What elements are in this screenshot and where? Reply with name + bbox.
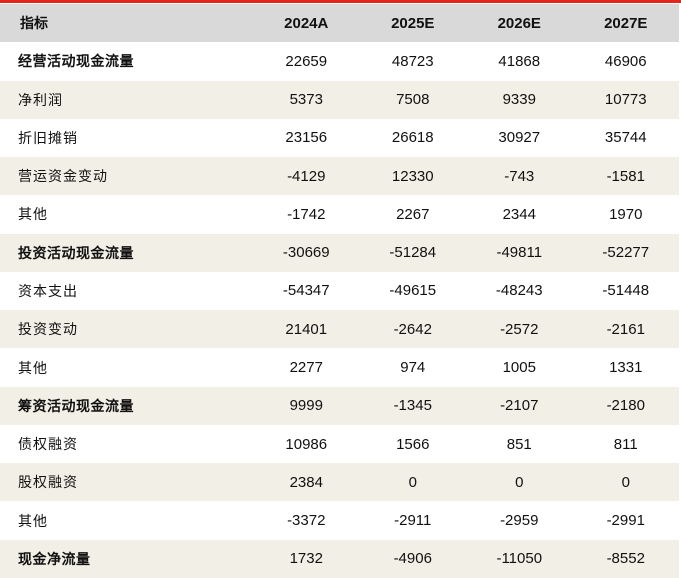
row-label: 经营活动现金流量 [18, 54, 134, 71]
cell-2025e: -51284 [359, 233, 466, 272]
row-label: 折旧摊销 [18, 130, 78, 147]
table-row: 现金净流量 1732 -4906 -11050 -8552 [0, 539, 679, 578]
cell-2024a: 2384 [253, 463, 360, 502]
table-row: 投资变动 21401 -2642 -2572 -2161 [0, 310, 679, 349]
table-row: 资本支出 -54347 -49615 -48243 -51448 [0, 272, 679, 310]
table-row: 其他 -3372 -2911 -2959 -2991 [0, 501, 679, 539]
table-row: 经营活动现金流量 22659 48723 41868 46906 [0, 42, 679, 80]
cell-2024a: 2277 [289, 359, 323, 377]
cell-2027e: -51448 [602, 282, 650, 300]
cell-2024a: 1732 [253, 539, 360, 578]
table-row: 股权融资 2384 0 0 0 [0, 463, 679, 502]
cell-2026e: 41868 [498, 52, 541, 70]
cell-2027e: -2991 [606, 512, 645, 530]
header-2024a: 2024A [253, 4, 360, 43]
table-row: 筹资活动现金流量 9999 -1345 -2107 -2180 [0, 386, 679, 425]
cell-2024a: -1742 [287, 205, 326, 223]
cell-2027e: 1331 [609, 359, 643, 377]
table-header: 指标 2024A 2025E 2026E 2027E [0, 4, 679, 43]
cell-2024a: -3372 [287, 512, 326, 530]
row-label: 投资活动现金流量 [0, 233, 253, 272]
cell-2025e: 12330 [359, 157, 466, 196]
top-accent-line [0, 0, 681, 3]
cell-2025e: -2911 [394, 512, 432, 530]
cell-2026e: -11050 [466, 539, 573, 578]
table-row: 净利润 5373 7508 9339 10773 [0, 80, 679, 119]
cell-2025e: 26618 [391, 129, 434, 147]
row-label: 其他 [18, 360, 48, 377]
row-label: 现金净流量 [0, 539, 253, 578]
cell-2025e: 2267 [396, 205, 430, 223]
cell-2027e: -2180 [572, 386, 679, 425]
cell-2027e: 811 [613, 435, 638, 453]
cell-2027e: -1581 [572, 157, 679, 196]
table-row: 其他 -1742 2267 2344 1970 [0, 195, 679, 233]
cell-2024a: -4129 [253, 157, 360, 196]
cell-2024a: -54347 [282, 282, 330, 300]
table-row: 营运资金变动 -4129 12330 -743 -1581 [0, 157, 679, 196]
cell-2025e: 0 [359, 463, 466, 502]
cell-2026e: 30927 [498, 129, 541, 147]
header-row: 指标 2024A 2025E 2026E 2027E [0, 4, 679, 43]
row-label: 筹资活动现金流量 [0, 386, 253, 425]
row-label: 股权融资 [0, 463, 253, 502]
cell-2024a: 21401 [253, 310, 360, 349]
header-2027e: 2027E [572, 4, 679, 43]
cell-2026e: -2107 [466, 386, 573, 425]
cell-2026e: -2959 [500, 512, 539, 530]
cell-2025e: -49615 [389, 282, 437, 300]
row-label: 资本支出 [18, 283, 78, 300]
cell-2025e: 7508 [359, 80, 466, 119]
header-2025e: 2025E [359, 4, 466, 43]
table-row: 其他 2277 974 1005 1331 [0, 348, 679, 386]
table-body: 经营活动现金流量 22659 48723 41868 46906 净利润 5373 7508… [0, 42, 679, 578]
cell-2025e: -1345 [359, 386, 466, 425]
cell-2024a: -30669 [253, 233, 360, 272]
cell-2027e: 10773 [572, 80, 679, 119]
row-label: 营运资金变动 [0, 157, 253, 196]
cell-2025e: 974 [400, 359, 426, 377]
table-row: 投资活动现金流量 -30669 -51284 -49811 -52277 [0, 233, 679, 272]
cell-2025e: -2642 [359, 310, 466, 349]
cell-2026e: -48243 [495, 282, 543, 300]
cell-2026e: 2344 [502, 205, 536, 223]
header-2026e: 2026E [466, 4, 573, 43]
cash-flow-table: 指标 2024A 2025E 2026E 2027E 经营活动现金流量 22659… [0, 4, 679, 578]
cell-2026e: -49811 [466, 233, 573, 272]
cell-2027e: 35744 [604, 129, 647, 147]
header-indicator: 指标 [0, 4, 253, 43]
row-label: 其他 [18, 513, 48, 530]
table-row: 债权融资 10986 1566 851 811 [0, 425, 679, 463]
cell-2025e: -4906 [359, 539, 466, 578]
cell-2026e: 0 [466, 463, 573, 502]
cell-2025e: 48723 [391, 52, 434, 70]
cell-2024a: 22659 [285, 52, 328, 70]
row-label: 投资变动 [0, 310, 253, 349]
cell-2027e: -2161 [572, 310, 679, 349]
cell-2027e: 1970 [609, 205, 643, 223]
table-row: 折旧摊销 23156 26618 30927 35744 [0, 119, 679, 157]
cell-2027e: 0 [572, 463, 679, 502]
cell-2027e: -8552 [572, 539, 679, 578]
row-label: 其他 [18, 207, 48, 224]
cell-2024a: 5373 [253, 80, 360, 119]
cell-2027e: 46906 [604, 52, 647, 70]
cell-2026e: -743 [466, 157, 573, 196]
cell-2024a: 10986 [285, 435, 328, 453]
cell-2026e: 1005 [502, 359, 536, 377]
row-label: 债权融资 [18, 437, 78, 454]
cell-2025e: 1566 [396, 435, 430, 453]
cell-2027e: -52277 [572, 233, 679, 272]
cell-2026e: -2572 [466, 310, 573, 349]
row-label: 净利润 [0, 80, 253, 119]
cell-2024a: 9999 [253, 386, 360, 425]
cell-2026e: 851 [506, 435, 532, 453]
cell-2024a: 23156 [285, 129, 328, 147]
cell-2026e: 9339 [466, 80, 573, 119]
